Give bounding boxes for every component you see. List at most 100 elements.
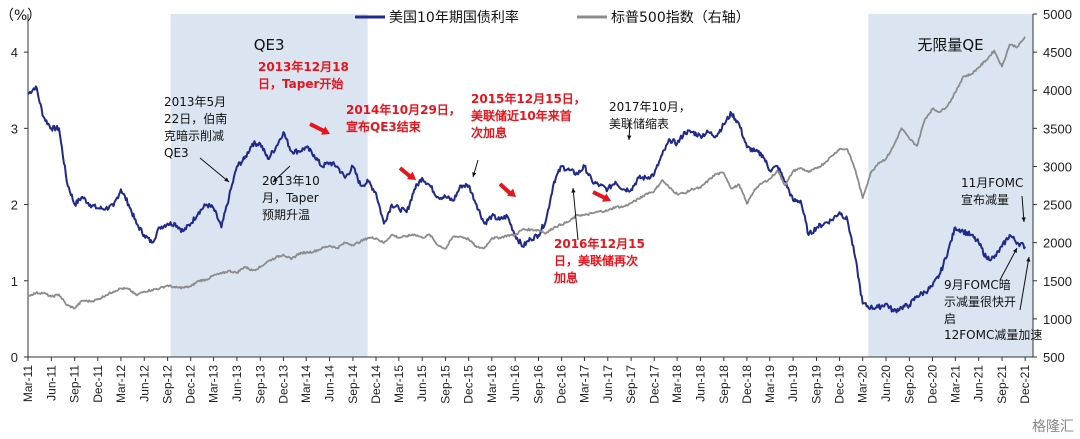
x-tick-label: Dec-20 — [925, 365, 939, 404]
y-left-tick-label: 4 — [11, 45, 18, 60]
y-right-tick-label: 2500 — [1043, 198, 1072, 213]
y-right-tick-label: 1000 — [1043, 312, 1072, 327]
annotation-line: 克暗示削减 — [164, 128, 224, 143]
annotation-arrow — [1019, 256, 1030, 311]
x-tick-label: Jun-16 — [508, 365, 522, 402]
y-left-tick-label: 3 — [11, 121, 18, 136]
x-tick-label: Sep-16 — [531, 365, 545, 404]
y-right-tick-label: 4000 — [1043, 83, 1072, 98]
legend: 美国10年期国债利率 标普500指数（右轴） — [355, 9, 750, 26]
x-tick-label: Jun-13 — [230, 365, 244, 402]
x-tick-label: Dec-16 — [555, 365, 569, 404]
y-right-tick-label: 1500 — [1043, 274, 1072, 289]
annotation-arrowhead — [1026, 257, 1031, 262]
annotation-line: QE3 — [164, 146, 189, 160]
annotation-arrowhead — [1012, 248, 1017, 253]
annotation-line: 2013年10 — [262, 174, 320, 188]
annotation-line: 示减量很快开 — [944, 295, 1016, 309]
annotation-arrowhead — [627, 135, 632, 140]
red-arrowhead — [602, 193, 611, 202]
y-left-tick-label: 0 — [11, 350, 18, 365]
shaded-regions: QE3 无限量QE — [170, 14, 1033, 357]
annotation-line: 宣布QE3结束 — [346, 119, 422, 134]
x-tick-label: Mar-20 — [856, 365, 870, 403]
y-right-tick-label: 3500 — [1043, 121, 1072, 136]
annotation-line: 预期升温 — [262, 208, 310, 222]
red-arrowhead — [407, 171, 416, 180]
annotation-8: 11月FOMC 宣布减量 — [961, 176, 1023, 207]
series-layer — [27, 36, 1026, 314]
annotation-line: 美联储缩表 — [609, 116, 669, 131]
x-tick-label: Dec-12 — [184, 365, 198, 404]
annotation-line: 2017年10月， — [609, 100, 691, 114]
annotation-line: 2013年12月18 — [258, 59, 349, 74]
x-tick-label: Jun-20 — [879, 365, 893, 402]
x-tick-label: Dec-21 — [1018, 365, 1032, 404]
x-tick-label: Mar-11 — [21, 365, 35, 402]
annotation-line: 2014年10月29日， — [346, 102, 461, 117]
x-tick-label: Sep-20 — [902, 365, 916, 404]
annotation-line: 11月FOMC — [961, 176, 1023, 190]
annotation-line: 9月FOMC暗 — [944, 277, 1011, 292]
x-tick-label: Mar-13 — [207, 365, 221, 403]
x-tick-label: Dec-13 — [276, 365, 290, 404]
x-tick-label: Jun-15 — [415, 365, 429, 402]
x-tick-label: Sep-17 — [624, 365, 638, 404]
legend-label: 美国10年期国债利率 — [389, 9, 519, 26]
x-tick-label: Sep-12 — [161, 365, 175, 404]
x-tick-label: Jun-17 — [601, 365, 615, 402]
red-arrowhead — [507, 188, 516, 197]
annotation-7: 2016年12月15 日，美联储再次加息 — [553, 236, 645, 285]
y-right-tick-label: 5000 — [1043, 7, 1072, 22]
annotation-3: 2013年10 月，Taper 预期升温 — [262, 174, 320, 222]
x-tick-label: Jun-12 — [137, 365, 151, 402]
legend-label: 标普500指数（右轴） — [611, 10, 750, 26]
x-tick-label: Jun-11 — [44, 365, 58, 401]
annotation-line: 次加息 — [471, 125, 507, 140]
x-tick-label: Sep-14 — [346, 365, 360, 404]
x-tick-label: Mar-18 — [670, 365, 684, 403]
annotation-line: 2016年12月15 — [554, 236, 645, 251]
x-tick-label: Dec-14 — [369, 365, 383, 404]
y-right-tick-label: 500 — [1043, 350, 1065, 365]
annotation-line: 启 — [944, 312, 956, 326]
annotation-2: 2013年12月18 日，Taper开始 — [258, 59, 349, 91]
annotation-10: 12FOMC减量加速 — [944, 328, 1042, 342]
x-tick-label: Sep-15 — [439, 365, 453, 404]
x-tick-label: Sep-21 — [995, 365, 1009, 404]
annotation-line: 22日，伯南 — [164, 111, 227, 126]
x-tick-label: Mar-16 — [485, 365, 499, 403]
axes: 0123450010001500200025003000350040004500… — [11, 7, 1072, 404]
annotation-5: 2015年12月15日， 美联储近10年来首次加息 — [471, 91, 586, 140]
region-unlimited-qe — [868, 14, 1033, 357]
annotation-line: 月，Taper — [262, 191, 319, 205]
x-tick-label: Sep-19 — [809, 365, 823, 404]
x-tick-label: Dec-18 — [740, 365, 754, 404]
annotation-4: 2014年10月29日， 宣布QE3结束 — [346, 102, 461, 134]
annotation-arrowhead — [273, 177, 278, 182]
annotation-arrow — [572, 187, 579, 241]
annotations: 2013年5月 22日，伯南克暗示削减 QE3 2013年12月18 日，Taper开始… — [164, 59, 1042, 342]
annotation-arrow — [999, 247, 1018, 281]
x-tick-label: Sep-11 — [68, 365, 82, 403]
x-tick-label: Mar-19 — [763, 365, 777, 403]
x-tick-label: Sep-18 — [717, 365, 731, 404]
annotation-line: 2015年12月15日， — [471, 91, 586, 106]
x-tick-label: Jun-19 — [786, 365, 800, 402]
annotation-arrowhead — [1021, 217, 1026, 222]
red-arrowhead — [321, 126, 330, 135]
annotation-line: 加息 — [553, 270, 578, 285]
x-tick-label: Dec-19 — [833, 365, 847, 404]
region-label: 无限量QE — [917, 36, 983, 54]
annotation-arrow — [199, 157, 230, 183]
y-left-tick-label: 1 — [11, 274, 18, 289]
annotation-line: 宣布减量 — [961, 192, 1009, 207]
x-tick-label: Jun-21 — [972, 365, 986, 402]
x-tick-label: Dec-17 — [647, 365, 661, 404]
region-label: QE3 — [254, 36, 285, 54]
region-qe3 — [170, 14, 368, 357]
annotation-9: 9月FOMC暗示减量很快开启 — [944, 277, 1016, 326]
annotation-line: 日，Taper开始 — [258, 76, 343, 91]
x-tick-label: Dec-11 — [91, 365, 105, 403]
x-tick-label: Mar-15 — [392, 365, 406, 403]
